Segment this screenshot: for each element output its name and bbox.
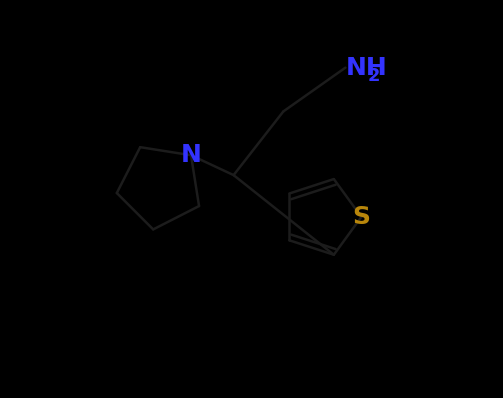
- Text: S: S: [352, 205, 370, 229]
- Text: 2: 2: [367, 67, 380, 86]
- Text: N: N: [181, 143, 201, 167]
- Text: NH: NH: [346, 56, 387, 80]
